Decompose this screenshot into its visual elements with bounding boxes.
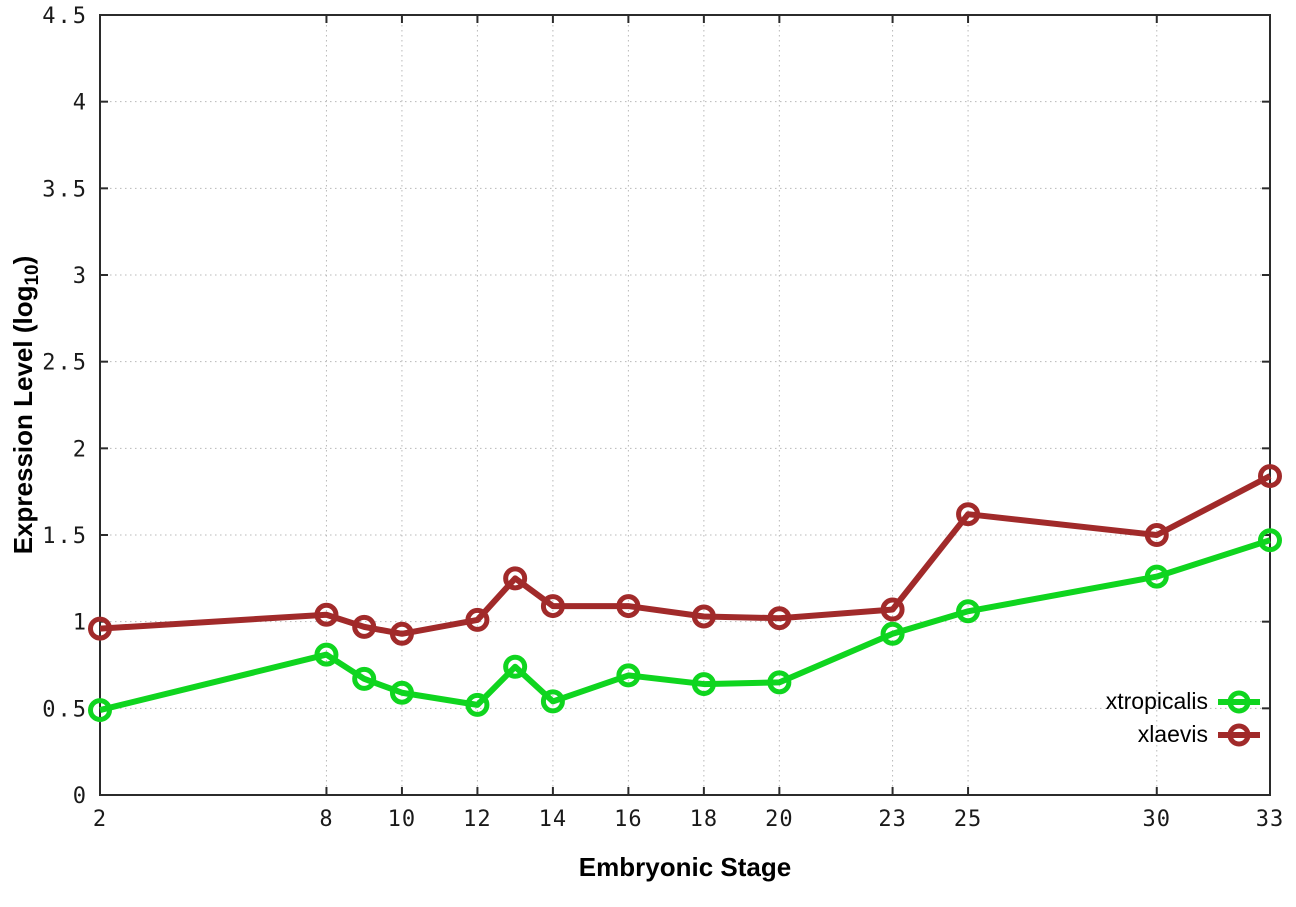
legend-label-xlaevis: xlaevis: [1137, 721, 1208, 747]
data-point-xtropicalis: [956, 599, 981, 624]
y-tick-label: 4: [73, 91, 88, 116]
data-point-xtropicalis: [352, 666, 377, 691]
x-tick-label: 20: [765, 807, 794, 832]
legend-label-xtropicalis: xtropicalis: [1105, 688, 1208, 714]
data-point-xlaevis: [389, 621, 414, 646]
y-tick-label: 4.5: [42, 4, 88, 29]
legend-item-xtropicalis: xtropicalis: [1106, 686, 1262, 717]
y-tick-label: 1.5: [42, 524, 88, 549]
data-point-xtropicalis: [314, 642, 339, 667]
data-point-xlaevis: [1258, 464, 1282, 489]
data-point-xlaevis: [1144, 523, 1169, 547]
data-point-xlaevis: [88, 616, 112, 641]
data-point-xtropicalis: [616, 663, 641, 688]
legend-marker-xtropicalis-icon: [1218, 690, 1260, 713]
y-tick-label: 2.5: [42, 351, 88, 376]
plot-border: [99, 14, 1271, 796]
y-tick-label: 1: [73, 611, 88, 636]
x-axis-title: Embryonic Stage: [578, 852, 792, 882]
data-point-xlaevis: [540, 594, 565, 619]
y-axis-title: Expression Level (log10): [8, 255, 43, 555]
legend-item-xlaevis: xlaevis: [1106, 719, 1262, 750]
data-point-xlaevis: [465, 607, 490, 632]
y-tick-label: 0.5: [42, 697, 88, 722]
data-point-xlaevis: [880, 597, 905, 622]
x-tick-label: 18: [690, 807, 719, 832]
x-tick-label: 25: [954, 807, 983, 832]
legend: xtropicalis xlaevis: [1106, 686, 1262, 750]
series-line-xlaevis: [99, 473, 1272, 637]
x-tick-label: 14: [539, 807, 568, 832]
data-point-xlaevis: [767, 606, 792, 631]
x-tick-label: 10: [388, 807, 417, 832]
data-point-xtropicalis: [1258, 528, 1282, 553]
x-tick-label: 2: [93, 807, 107, 832]
data-point-xtropicalis: [88, 698, 112, 723]
data-point-xlaevis: [352, 614, 377, 639]
data-point-xtropicalis: [389, 680, 414, 705]
y-tick-label: 0: [73, 784, 88, 809]
y-tick-label: 2: [73, 437, 88, 462]
legend-marker-xlaevis-icon: [1218, 723, 1260, 746]
data-point-xlaevis: [691, 604, 716, 629]
series-line-xtropicalis: [99, 537, 1271, 713]
data-point-xtropicalis: [767, 670, 792, 695]
x-tick-label: 30: [1143, 807, 1172, 832]
y-tick-label: 3: [73, 264, 88, 289]
x-tick-label: 8: [319, 807, 333, 832]
data-point-xlaevis: [616, 594, 641, 619]
data-point-xtropicalis: [1144, 564, 1169, 589]
data-point-xlaevis: [314, 602, 339, 627]
x-tick-label: 33: [1256, 807, 1285, 832]
data-point-xtropicalis: [880, 621, 905, 646]
x-tick-label: 12: [463, 807, 492, 832]
data-point-xtropicalis: [691, 672, 716, 697]
data-point-xlaevis: [503, 566, 528, 591]
y-tick-label: 3.5: [42, 177, 88, 202]
x-tick-label: 23: [878, 807, 907, 832]
data-point-xtropicalis: [540, 689, 565, 714]
data-point-xlaevis: [956, 502, 981, 527]
data-point-xtropicalis: [465, 692, 490, 717]
x-tick-label: 16: [614, 807, 643, 832]
data-point-xtropicalis: [503, 654, 528, 679]
